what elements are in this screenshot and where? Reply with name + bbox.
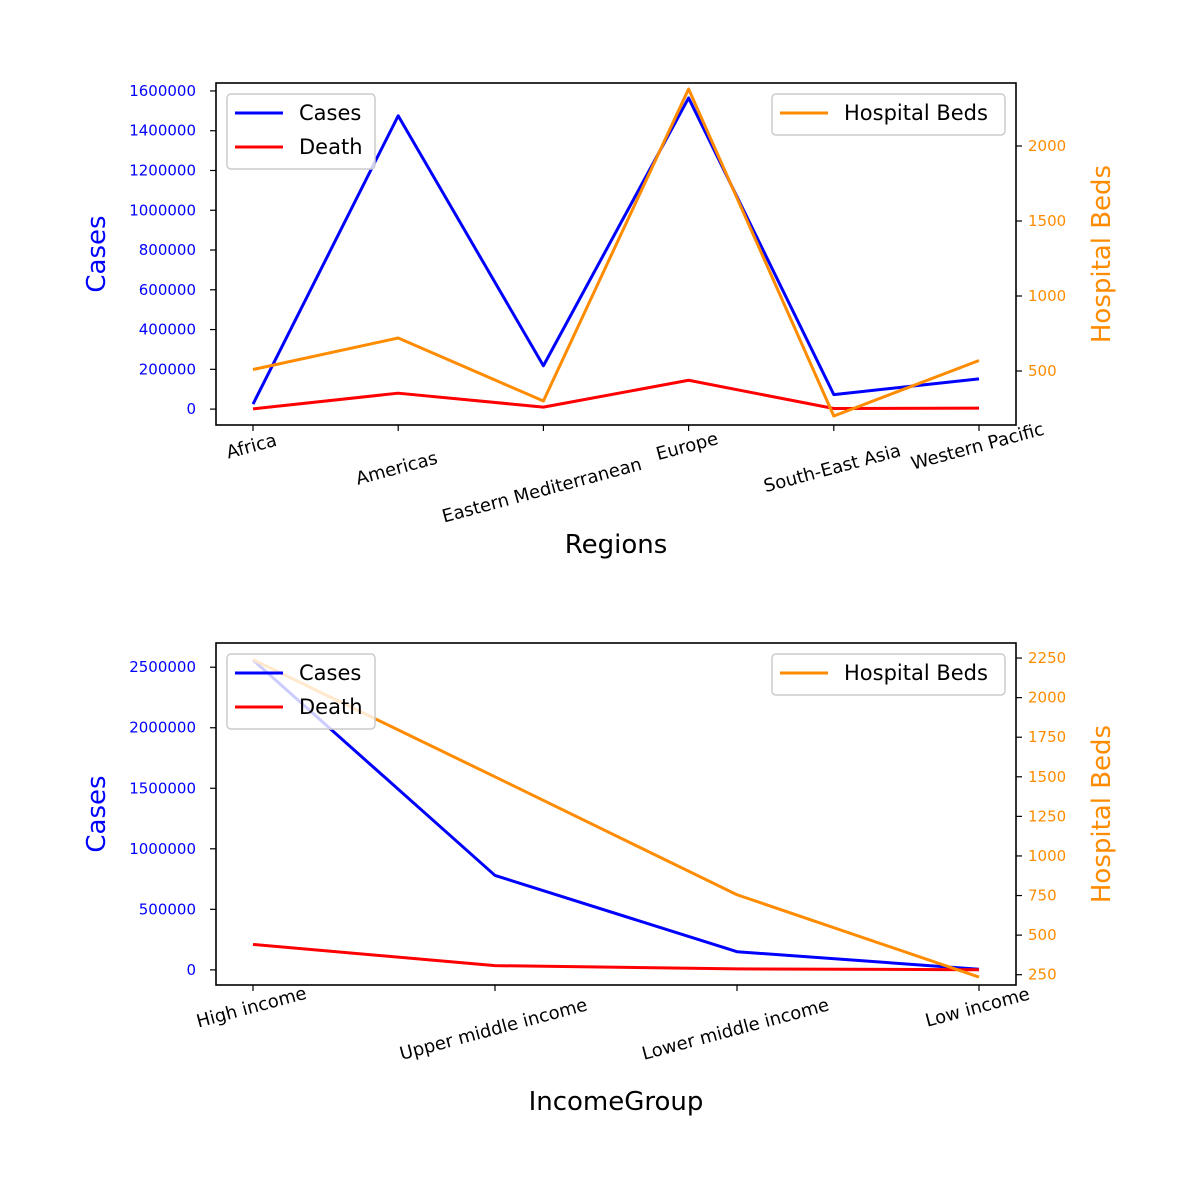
right-tick-label: 500 xyxy=(1028,362,1057,380)
series-line-hospital-beds xyxy=(252,87,980,418)
category-label: Low income xyxy=(923,984,1032,1032)
category-label: Europe xyxy=(654,428,721,465)
right-tick-label: 1500 xyxy=(1028,768,1066,786)
legend-label: Cases xyxy=(299,101,361,125)
left-tick-label: 2000000 xyxy=(129,719,196,737)
x-axis-label: IncomeGroup xyxy=(529,1087,704,1117)
chart-1: 0 200000 400000 600000 800000 1000000 1200000 1… xyxy=(82,82,1117,560)
legend-label: Cases xyxy=(299,661,361,685)
series-line-death xyxy=(252,378,980,411)
right-tick-label: 2000 xyxy=(1028,689,1066,707)
left-tick-label: 1000000 xyxy=(129,840,196,858)
left-tick-label: 200000 xyxy=(139,360,196,378)
left-tick-label: 1000000 xyxy=(129,201,196,219)
legend-label: Hospital Beds xyxy=(844,101,988,125)
legend-label: Hospital Beds xyxy=(844,661,988,685)
category-label: Eastern Mediterranean xyxy=(440,454,644,528)
legend-left: Cases Death xyxy=(226,93,376,170)
legend-label: Death xyxy=(299,135,363,159)
right-tick-label: 2250 xyxy=(1028,649,1066,667)
category-label: Lower middle income xyxy=(640,995,832,1065)
x-axis-label: Regions xyxy=(565,530,668,560)
left-tick-label: 600000 xyxy=(139,281,196,299)
right-tick-label: 250 xyxy=(1028,966,1057,984)
left-tick-label: 1600000 xyxy=(129,82,196,100)
plot-frame xyxy=(215,642,1017,986)
left-tick-label: 1400000 xyxy=(129,122,196,140)
category-label: Americas xyxy=(354,448,440,490)
legend-right-box xyxy=(771,653,1006,696)
right-tick-label: 500 xyxy=(1028,926,1057,944)
category-label: Western Pacific xyxy=(909,419,1047,475)
legend-label: Death xyxy=(299,695,363,719)
legend-right: Hospital Beds xyxy=(771,93,1006,136)
series-line-death xyxy=(252,942,980,972)
y-axis-label: Cases xyxy=(82,215,112,292)
category-label: Upper middle income xyxy=(397,995,589,1065)
category-label: High income xyxy=(194,983,309,1033)
category-label: South-East Asia xyxy=(762,440,904,497)
right-tick-label: 1750 xyxy=(1028,728,1066,746)
left-tick-label: 1200000 xyxy=(129,161,196,179)
left-tick-label: 500000 xyxy=(139,900,196,918)
y2-axis-label: Hospital Beds xyxy=(1087,165,1117,343)
y-axis-label: Cases xyxy=(82,775,112,852)
series-line-cases xyxy=(252,658,980,971)
right-tick-label: 1000 xyxy=(1028,847,1066,865)
left-tick-label: 800000 xyxy=(139,241,196,259)
chart-2: 0 500000 1000000 1500000 2000000 2500000 250 50… xyxy=(82,642,1117,1117)
legend-left: Cases Death xyxy=(226,653,376,730)
y2-axis-label: Hospital Beds xyxy=(1087,725,1117,903)
left-tick-label: 0 xyxy=(186,961,196,979)
right-tick-label: 2000 xyxy=(1028,137,1066,155)
category-label: Africa xyxy=(224,430,279,464)
legend-right: Hospital Beds xyxy=(771,653,1006,696)
legend-right-box xyxy=(771,93,1006,136)
right-tick-label: 1500 xyxy=(1028,212,1066,230)
right-tick-label: 1250 xyxy=(1028,807,1066,825)
left-tick-label: 400000 xyxy=(139,321,196,339)
right-tick-label: 1000 xyxy=(1028,287,1066,305)
left-tick-label: 0 xyxy=(186,400,196,418)
left-tick-label: 1500000 xyxy=(129,779,196,797)
left-tick-label: 2500000 xyxy=(129,658,196,676)
right-tick-label: 750 xyxy=(1028,887,1057,905)
plot-frame xyxy=(215,82,1017,426)
